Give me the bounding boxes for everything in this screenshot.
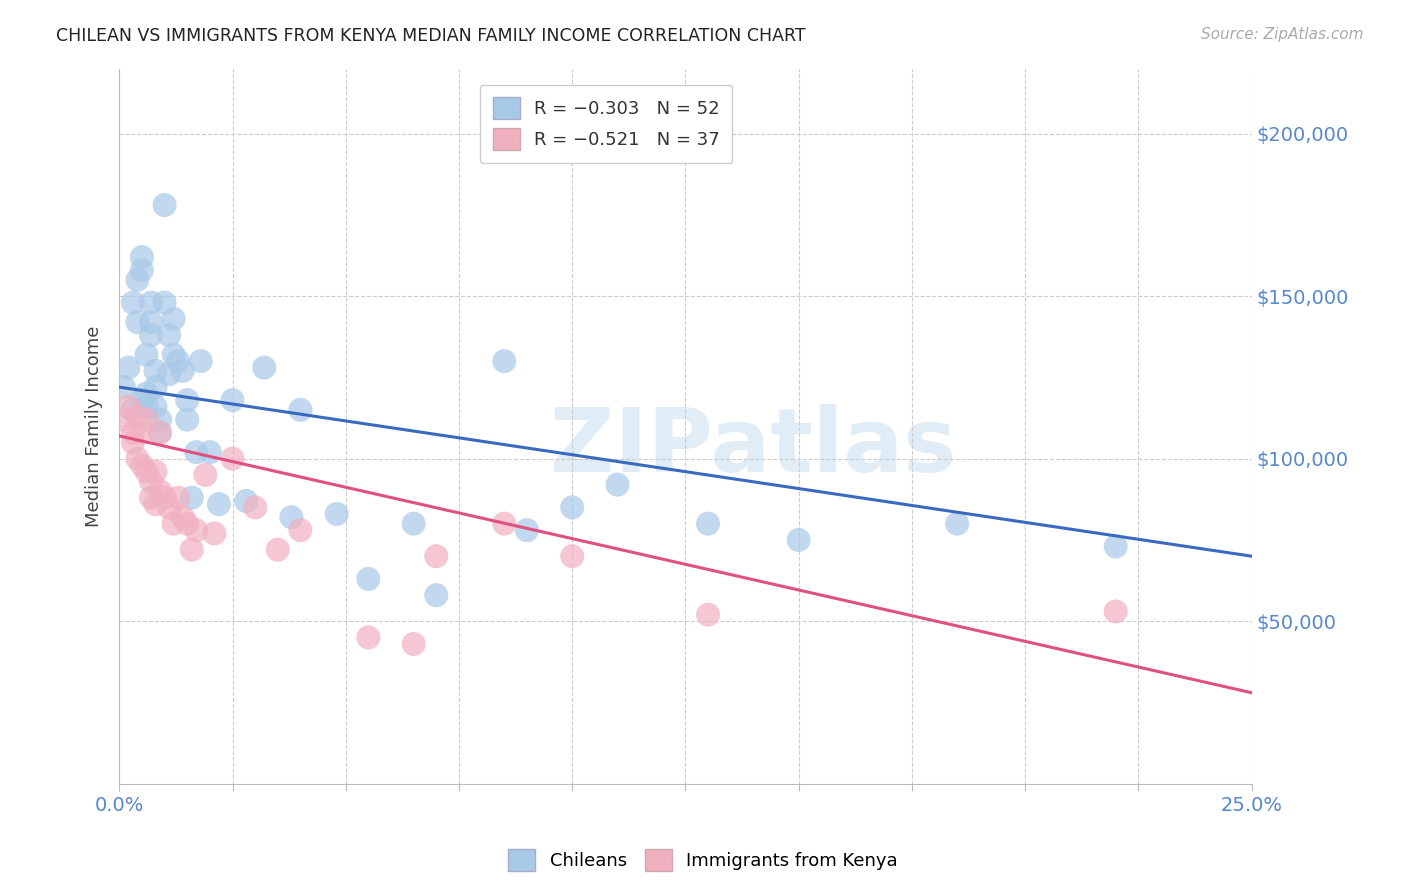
Point	[145, 380, 167, 394]
Point	[139, 328, 162, 343]
Point	[425, 588, 447, 602]
Point	[153, 295, 176, 310]
Point	[180, 542, 202, 557]
Point	[121, 295, 143, 310]
Point	[112, 412, 135, 426]
Point	[243, 500, 266, 515]
Point	[112, 380, 135, 394]
Point	[135, 386, 157, 401]
Text: ZIPatlas: ZIPatlas	[550, 404, 956, 491]
Point	[145, 364, 167, 378]
Point	[172, 364, 194, 378]
Point	[208, 497, 231, 511]
Point	[176, 393, 198, 408]
Point	[198, 445, 221, 459]
Point	[425, 549, 447, 564]
Point	[186, 523, 208, 537]
Point	[946, 516, 969, 531]
Point	[402, 516, 425, 531]
Point	[139, 295, 162, 310]
Point	[139, 475, 162, 489]
Point	[127, 451, 149, 466]
Point	[131, 458, 153, 472]
Point	[325, 507, 347, 521]
Point	[494, 516, 516, 531]
Point	[139, 491, 162, 505]
Point	[135, 412, 157, 426]
Point	[176, 516, 198, 531]
Point	[135, 400, 157, 414]
Point	[117, 360, 139, 375]
Point	[127, 409, 149, 424]
Y-axis label: Median Family Income: Median Family Income	[86, 326, 103, 527]
Point	[135, 348, 157, 362]
Text: CHILEAN VS IMMIGRANTS FROM KENYA MEDIAN FAMILY INCOME CORRELATION CHART: CHILEAN VS IMMIGRANTS FROM KENYA MEDIAN …	[56, 27, 806, 45]
Point	[131, 250, 153, 264]
Point	[149, 412, 172, 426]
Legend: Chileans, Immigrants from Kenya: Chileans, Immigrants from Kenya	[501, 842, 905, 879]
Point	[561, 549, 583, 564]
Point	[190, 354, 212, 368]
Point	[290, 403, 312, 417]
Point	[561, 500, 583, 515]
Point	[127, 273, 149, 287]
Point	[172, 510, 194, 524]
Point	[149, 484, 172, 499]
Point	[402, 637, 425, 651]
Text: Source: ZipAtlas.com: Source: ZipAtlas.com	[1201, 27, 1364, 42]
Point	[145, 497, 167, 511]
Point	[162, 516, 184, 531]
Point	[167, 354, 190, 368]
Point	[194, 467, 217, 482]
Point	[290, 523, 312, 537]
Point	[357, 631, 380, 645]
Point	[221, 393, 243, 408]
Point	[117, 400, 139, 414]
Point	[697, 516, 720, 531]
Point	[121, 435, 143, 450]
Point	[121, 403, 143, 417]
Point	[357, 572, 380, 586]
Point	[145, 465, 167, 479]
Point	[167, 491, 190, 505]
Point	[157, 500, 180, 515]
Point	[157, 328, 180, 343]
Point	[280, 510, 302, 524]
Point	[131, 263, 153, 277]
Point	[267, 542, 290, 557]
Point	[494, 354, 516, 368]
Point	[139, 315, 162, 329]
Point	[149, 425, 172, 440]
Point	[180, 491, 202, 505]
Point	[153, 491, 176, 505]
Point	[162, 311, 184, 326]
Legend: R = −0.303   N = 52, R = −0.521   N = 37: R = −0.303 N = 52, R = −0.521 N = 37	[479, 85, 733, 163]
Point	[186, 445, 208, 459]
Point	[606, 477, 628, 491]
Point	[221, 451, 243, 466]
Point	[1105, 540, 1128, 554]
Point	[202, 526, 225, 541]
Point	[253, 360, 276, 375]
Point	[131, 425, 153, 440]
Point	[235, 494, 257, 508]
Point	[153, 198, 176, 212]
Point	[149, 425, 172, 440]
Point	[121, 425, 143, 440]
Point	[131, 393, 153, 408]
Point	[162, 348, 184, 362]
Point	[127, 315, 149, 329]
Point	[697, 607, 720, 622]
Point	[145, 400, 167, 414]
Point	[157, 367, 180, 381]
Point	[176, 412, 198, 426]
Point	[1105, 604, 1128, 618]
Point	[787, 533, 810, 547]
Point	[135, 465, 157, 479]
Point	[516, 523, 538, 537]
